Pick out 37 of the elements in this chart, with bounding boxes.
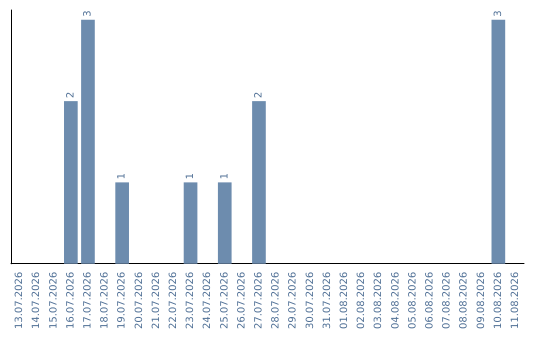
data-label: 1 (219, 173, 230, 180)
x-tick-label: 27.07.2026 (253, 272, 264, 330)
data-label: 1 (185, 173, 196, 180)
x-tick-label: 26.07.2026 (236, 272, 248, 330)
x-tick-label: 06.08.2026 (424, 272, 436, 330)
x-tick-label: 21.07.2026 (150, 272, 162, 330)
x-tick-label: 16.07.2026 (65, 272, 76, 330)
data-label: 1 (116, 173, 128, 180)
x-tick-label: 19.07.2026 (116, 272, 128, 330)
x-tick-label: 30.07.2026 (304, 272, 316, 330)
x-tick-label: 10.08.2026 (492, 272, 504, 330)
x-tick-label: 03.08.2026 (373, 272, 384, 330)
x-tick-label: 04.08.2026 (390, 272, 402, 330)
x-tick-label: 13.07.2026 (14, 272, 26, 330)
x-tick-label: 14.07.2026 (31, 272, 42, 330)
data-label: 3 (492, 10, 504, 17)
x-tick-label: 29.07.2026 (288, 272, 299, 330)
x-tick-label: 02.08.2026 (356, 272, 368, 330)
data-label: 2 (65, 92, 76, 98)
x-tick-label: 23.07.2026 (185, 272, 196, 330)
x-tick-label: 20.07.2026 (134, 272, 145, 330)
x-tick-label: 28.07.2026 (270, 272, 282, 330)
x-tick-label: 31.07.2026 (322, 272, 333, 330)
x-tick-label: 01.08.2026 (338, 272, 350, 330)
data-label: 3 (82, 10, 94, 17)
x-tick-label: 22.07.2026 (168, 272, 179, 330)
x-tick-label: 18.07.2026 (100, 272, 111, 330)
x-tick-label: 17.07.2026 (82, 272, 94, 330)
x-tick-label: 08.08.2026 (458, 272, 470, 330)
data-label: 2 (253, 92, 264, 98)
x-tick-label: 15.07.2026 (48, 272, 60, 330)
x-tick-label: 25.07.2026 (219, 272, 230, 330)
x-tick-label: 09.08.2026 (476, 272, 487, 330)
x-tick-label: 05.08.2026 (407, 272, 418, 330)
x-tick-label: 11.08.2026 (510, 272, 521, 330)
x-tick-label: 24.07.2026 (202, 272, 214, 330)
x-tick-label: 07.08.2026 (442, 272, 453, 330)
